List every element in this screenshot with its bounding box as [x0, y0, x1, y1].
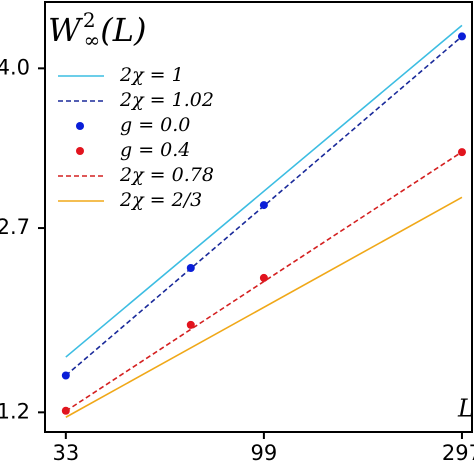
data-point: [186, 263, 195, 272]
data-point: [186, 320, 195, 329]
title-sub: ∞: [84, 28, 101, 52]
data-point: [61, 371, 70, 380]
chart-title: W 2 ∞(L): [48, 8, 147, 52]
x-axis-label: L: [457, 395, 474, 423]
y-tick-label: 4.0: [0, 55, 30, 79]
legend-label: 2χ = 1.02: [119, 89, 214, 111]
x-tick-label: 297: [442, 441, 474, 465]
series-line: [65, 196, 463, 418]
data-point: [259, 273, 268, 282]
title-arg: (L): [100, 11, 146, 49]
x-tick-label: 99: [251, 441, 278, 465]
series-line: [65, 151, 463, 412]
y-tick-label: 2.7: [0, 215, 30, 239]
legend-label: 2χ = 1: [119, 64, 184, 86]
legend-label: g = 0.0: [120, 114, 190, 136]
legend-marker: [76, 122, 84, 130]
legend-label: 2χ = 0.78: [119, 164, 214, 186]
legend-label: 2χ = 2/3: [119, 189, 202, 211]
data-point: [457, 32, 466, 41]
x-tick-label: 33: [52, 441, 79, 465]
data-point: [259, 201, 268, 210]
legend-label: g = 0.4: [120, 139, 190, 161]
legend-marker: [76, 147, 84, 155]
series-line: [65, 24, 463, 358]
title-base: W: [48, 11, 84, 49]
y-tick-label: 1.2: [0, 399, 30, 423]
title-sup: 2: [83, 8, 96, 32]
plot-frame: [44, 1, 473, 433]
